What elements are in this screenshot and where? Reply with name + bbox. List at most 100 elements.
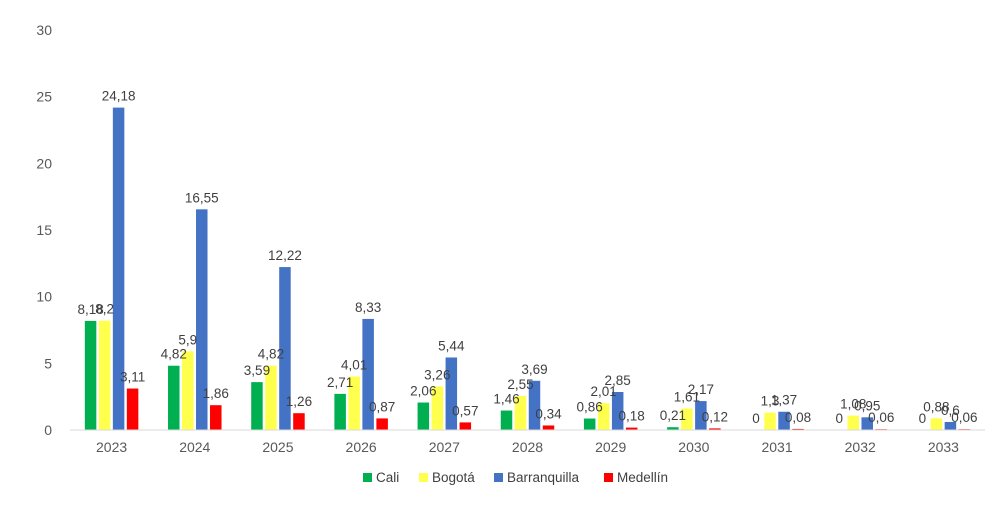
bar-cali (417, 402, 430, 430)
data-label: 0,34 (535, 406, 562, 421)
bar-medell-n (126, 388, 139, 430)
x-tick-label: 2025 (262, 439, 293, 455)
data-label: 3,59 (244, 363, 270, 378)
bar-medell-n (210, 405, 222, 430)
bar-cali (251, 382, 263, 430)
data-label: 8,33 (355, 300, 381, 315)
bar-barranquilla (695, 401, 707, 430)
x-tick-label: 2030 (678, 439, 709, 455)
data-label: 0,95 (854, 398, 880, 413)
data-label: 3,69 (521, 362, 547, 377)
bar-bogot- (681, 408, 693, 430)
bar-bogot- (847, 415, 859, 430)
bar-bogot- (431, 386, 444, 430)
data-label: 0,88 (923, 399, 949, 414)
data-label: 24,18 (102, 89, 136, 104)
bar-medell-n (709, 428, 721, 430)
data-label: 0 (919, 411, 927, 426)
y-tick-label: 15 (36, 222, 52, 238)
x-tick-label: 2032 (845, 439, 876, 455)
data-label: 0,08 (785, 410, 811, 425)
bar-medell-n (293, 413, 305, 430)
data-label: 0,06 (951, 410, 977, 425)
data-label: 5,44 (438, 338, 465, 353)
x-tick-label: 2029 (595, 439, 626, 455)
y-tick-label: 5 (44, 355, 52, 371)
data-label: 3,26 (424, 368, 450, 383)
x-tick-label: 2027 (429, 439, 460, 455)
data-label: 0 (835, 411, 843, 426)
data-label: 0,87 (369, 399, 395, 414)
bar-barranquilla (528, 380, 541, 430)
x-tick-label: 2026 (346, 439, 377, 455)
data-label: 12,22 (268, 248, 302, 263)
bar-cali (667, 427, 679, 430)
data-label: 1,61 (674, 390, 700, 405)
bar-barranquilla (445, 357, 458, 430)
data-label: 4,82 (161, 347, 187, 362)
data-label: 1,26 (286, 394, 312, 409)
bar-bogot- (182, 351, 194, 430)
bar-bogot- (514, 396, 527, 430)
bar-barranquilla (611, 392, 624, 430)
x-tick-label: 2033 (928, 439, 959, 455)
legend-label: Medellín (617, 470, 668, 485)
bar-barranquilla (944, 422, 957, 430)
bar-cali (500, 410, 513, 430)
x-tick-label: 2023 (96, 439, 127, 455)
bar-medell-n (542, 425, 555, 430)
data-label: 1,46 (493, 392, 519, 407)
y-tick-label: 20 (36, 155, 52, 171)
x-tick-label: 2031 (761, 439, 792, 455)
data-label: 1,86 (203, 386, 229, 401)
data-label: 0,12 (702, 409, 728, 424)
legend-swatch (494, 473, 503, 482)
data-label: 5,9 (178, 332, 197, 347)
bar-cali (168, 365, 180, 430)
legend-label: Cali (376, 470, 399, 485)
data-label: 2,01 (591, 384, 617, 399)
data-label: 2,17 (688, 382, 714, 397)
data-label: 4,01 (341, 358, 367, 373)
data-label: 1,3 (761, 394, 780, 409)
bar-bogot- (98, 320, 111, 430)
bar-barranquilla (196, 209, 208, 430)
legend: Cali Bogotá Barranquilla Medellín (363, 470, 668, 485)
bar-cali (84, 320, 97, 430)
data-label: 2,71 (327, 375, 353, 390)
bar-medell-n (459, 422, 472, 430)
data-label: 0,6 (941, 403, 960, 418)
bar-medell-n (376, 418, 388, 430)
legend-label: Barranquilla (507, 470, 580, 485)
y-tick-label: 30 (36, 22, 52, 38)
x-axis: 2023 2024 2025 2026 2027 2028 2029 2030 2031 2032… (96, 439, 959, 455)
data-labels: 8,188,224,183,114,825,916,551,863,594,82… (77, 89, 977, 426)
legend-label: Bogotá (432, 470, 475, 485)
bar-barranquilla (362, 318, 374, 430)
y-tick-label: 10 (36, 289, 52, 305)
data-label: 2,06 (410, 384, 436, 399)
data-label: 0 (752, 411, 760, 426)
data-label: 3,11 (120, 370, 145, 385)
bar-bogot- (348, 376, 360, 430)
bar-cali (334, 393, 346, 430)
data-label: 2,55 (507, 377, 533, 392)
data-label: 8,2 (95, 302, 114, 317)
data-label: 0,21 (660, 408, 686, 423)
data-label: 0,18 (619, 409, 645, 424)
data-label: 1,37 (771, 393, 797, 408)
bar-medell-n (625, 427, 638, 430)
bar-cali (583, 418, 596, 430)
data-label: 0,06 (868, 410, 894, 425)
bar-medell-n (792, 428, 804, 430)
bar-barranquilla (778, 411, 790, 430)
data-label: 0,86 (577, 400, 603, 415)
bar-barranquilla (861, 417, 873, 430)
bar-barranquilla (112, 107, 125, 430)
legend-swatch (604, 473, 613, 482)
x-tick-label: 2028 (512, 439, 543, 455)
data-label: 1,08 (840, 397, 866, 412)
bar-barranquilla (279, 267, 291, 430)
y-tick-label: 0 (44, 422, 52, 438)
